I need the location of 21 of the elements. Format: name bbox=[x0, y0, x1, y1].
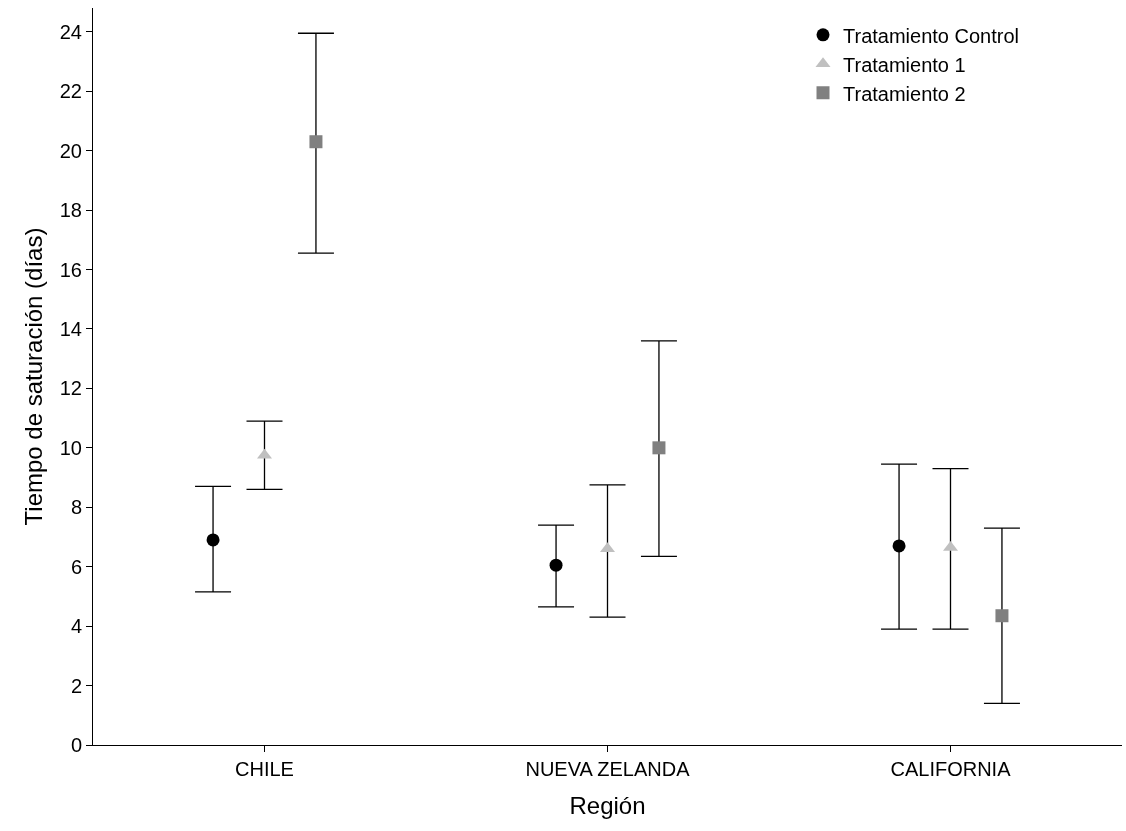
x-axis-title: Región bbox=[569, 792, 646, 820]
y-tick-label: 12 bbox=[59, 377, 82, 400]
y-tick-label: 14 bbox=[59, 317, 82, 340]
y-tick-label: 24 bbox=[59, 20, 82, 43]
y-tick-label: 16 bbox=[59, 258, 82, 281]
y-tick-label: 4 bbox=[70, 615, 82, 638]
y-tick-label: 0 bbox=[70, 734, 82, 756]
x-tick-label: NUEVA ZELANDA bbox=[525, 758, 691, 780]
legend-label: Tratamiento 1 bbox=[843, 53, 966, 76]
y-tick-label: 2 bbox=[70, 674, 82, 697]
y-tick-label: 18 bbox=[59, 199, 82, 222]
y-tick-label: 22 bbox=[59, 80, 82, 103]
x-tick-label: CHILE bbox=[235, 758, 294, 780]
legend-label: Tratamiento 2 bbox=[843, 82, 966, 105]
y-tick-label: 10 bbox=[59, 436, 82, 459]
y-tick-label: 20 bbox=[59, 139, 82, 162]
x-tick-label: CALIFORNIA bbox=[890, 758, 1012, 780]
legend-label: Tratamiento Control bbox=[843, 24, 1020, 47]
y-axis-title: Tiempo de saturación (días) bbox=[19, 227, 47, 526]
y-tick-label: 6 bbox=[70, 555, 82, 578]
y-tick-label: 8 bbox=[70, 496, 82, 519]
